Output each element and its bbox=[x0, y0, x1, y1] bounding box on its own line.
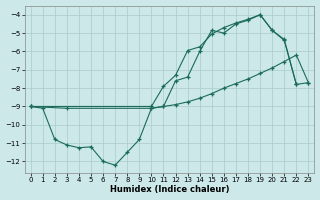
X-axis label: Humidex (Indice chaleur): Humidex (Indice chaleur) bbox=[110, 185, 229, 194]
